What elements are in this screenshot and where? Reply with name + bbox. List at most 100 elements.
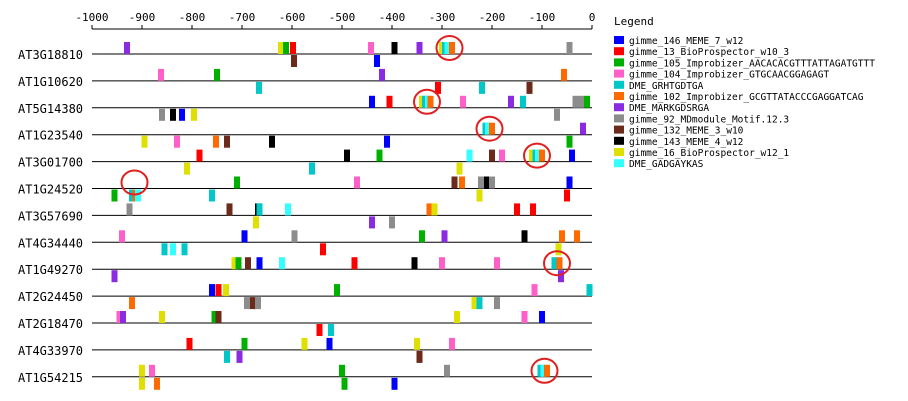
highlight-circle xyxy=(435,35,464,61)
motif-site-m146 xyxy=(209,284,215,297)
axis-tick-label: -900 xyxy=(129,11,156,24)
motif-site-markg xyxy=(120,311,126,323)
motif-site-m132 xyxy=(451,176,458,189)
motif-site-m143 xyxy=(344,149,350,162)
motif-site-m16 xyxy=(141,135,148,148)
motif-site-m105 xyxy=(341,377,348,390)
motif-site-m146 xyxy=(569,149,575,162)
legend-title: Legend xyxy=(614,15,654,28)
motif-site-grht xyxy=(309,162,315,175)
motif-site-markg xyxy=(236,350,243,363)
motif-site-markg xyxy=(416,42,423,54)
gene-label: AT1G24520 xyxy=(18,183,83,197)
motif-site-m105 xyxy=(241,337,248,350)
motif-site-m102 xyxy=(129,297,135,310)
motif-site-m105 xyxy=(584,95,590,108)
motif-site-m92 xyxy=(244,297,250,310)
motif-site-m105 xyxy=(376,149,383,162)
motif-site-m102 xyxy=(544,364,550,377)
x-axis: -1000 -900 -800 -700 -600 -500 -400 -300 -200 -10… xyxy=(75,11,596,30)
motif-site-m16 xyxy=(253,216,259,229)
motif-site-gadg xyxy=(535,149,541,162)
legend-swatch xyxy=(614,58,624,67)
gene-track: AT4G34440 xyxy=(18,230,592,256)
motif-site-grht xyxy=(479,81,485,94)
motif-site-m146 xyxy=(566,176,573,189)
motif-site-m92 xyxy=(444,364,450,377)
axis-tick-label: -100 xyxy=(529,11,556,24)
motif-site-m104 xyxy=(531,284,538,297)
motif-site-m16 xyxy=(191,108,197,121)
motif-site-m104 xyxy=(149,364,155,377)
gene-label: AT1G54215 xyxy=(18,371,83,385)
gene-track: AT1G23540 xyxy=(18,115,592,148)
legend-label: DME_GADGAYKAS xyxy=(629,159,704,170)
gene-label: AT4G33970 xyxy=(18,344,83,358)
gene-track: AT1G24520 xyxy=(18,169,592,202)
motif-site-m146 xyxy=(326,337,333,350)
motif-site-m146 xyxy=(539,311,545,323)
motif-site-m143 xyxy=(521,230,528,243)
motif-site-m102 xyxy=(489,122,495,135)
axis-tick-label: -500 xyxy=(329,11,356,24)
legend-swatch xyxy=(614,36,624,44)
motif-site-m132 xyxy=(245,257,251,270)
motif-site-m105 xyxy=(419,230,425,243)
motif-site-markg xyxy=(441,230,448,243)
legend-item: gimme_92_MDmodule_Motif.12.3 xyxy=(614,114,789,125)
legend-item: gimme_132_MEME_3_w10 xyxy=(614,125,744,137)
motif-site-m13 xyxy=(316,324,323,336)
legend-label: gimme_13_BioProspector_w10_3 xyxy=(629,47,789,58)
motif-site-grht xyxy=(328,324,334,336)
motif-site-grht xyxy=(181,243,188,256)
legend-label: gimme_143_MEME_4_w12 xyxy=(629,137,743,148)
motif-site-m132 xyxy=(526,81,533,94)
gene-label: AT3G01700 xyxy=(18,156,83,170)
motif-site-markg xyxy=(124,42,130,54)
legend-item: gimme_16_BioProspector_w12_1 xyxy=(614,148,789,159)
motif-site-m104 xyxy=(119,230,125,243)
motif-site-m13 xyxy=(351,257,358,270)
motif-site-m92 xyxy=(566,42,573,54)
motif-site-m92 xyxy=(489,176,495,189)
motif-site-grht xyxy=(586,284,593,297)
motif-site-gadg xyxy=(444,42,451,54)
motif-site-m105 xyxy=(283,42,289,54)
motif-site-m13 xyxy=(186,337,193,350)
motif-site-m16 xyxy=(555,243,562,256)
motif-site-m132 xyxy=(250,297,256,310)
gene-track: AT3G18810 xyxy=(18,35,592,67)
motif-site-m16 xyxy=(278,42,284,54)
motif-site-m143 xyxy=(411,257,418,270)
motif-site-m104 xyxy=(174,135,180,148)
motif-site-m13 xyxy=(215,284,222,297)
axis-tick-label: -1000 xyxy=(75,11,108,24)
motif-site-m13 xyxy=(530,203,536,216)
highlight-circle xyxy=(543,250,571,277)
motif-site-m102 xyxy=(427,95,434,108)
motif-site-m102 xyxy=(574,230,580,243)
legend-swatch xyxy=(614,114,624,123)
motif-site-m102 xyxy=(154,377,160,390)
gene-track: AT1G10620 xyxy=(18,68,592,94)
legend-item: gimme_102_Improbizer_GCGTTATACCCGAGGATCA… xyxy=(614,92,864,103)
legend-item: gimme_104_Improbizer_GTGCAACGGAGAGT xyxy=(614,69,829,81)
motif-site-m13 xyxy=(435,81,441,94)
motif-site-m105 xyxy=(339,364,345,377)
legend-label: gimme_92_MDmodule_Motif.12.3 xyxy=(629,114,789,125)
motif-site-gadg xyxy=(285,203,291,216)
motif-site-m102 xyxy=(539,149,545,162)
legend-label: gimme_146_MEME_7_w12 xyxy=(629,36,743,47)
motif-site-m102 xyxy=(561,68,567,81)
axis-tick-label: 0 xyxy=(589,11,596,24)
motif-site-markg xyxy=(508,95,514,108)
motif-site-markg xyxy=(379,68,385,81)
motif-site-gadg xyxy=(466,149,473,162)
legend-label: gimme_105_Improbizer_AACACACGTTTATTAGATG… xyxy=(629,58,875,69)
motif-site-m146 xyxy=(391,377,398,390)
gene-track: AT4G33970 xyxy=(18,337,592,363)
gene-label: AT3G18810 xyxy=(18,48,83,62)
gene-track: AT3G01700 xyxy=(18,142,592,175)
legend-item: gimme_105_Improbizer_AACACACGTTTATTAGATG… xyxy=(614,58,875,69)
gene-label: AT1G23540 xyxy=(18,129,83,143)
